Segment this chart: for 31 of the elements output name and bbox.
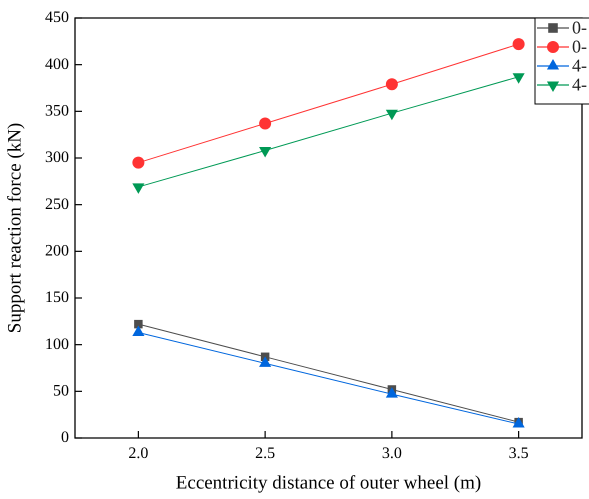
y-tick-label: 100 bbox=[45, 336, 69, 353]
y-tick-label: 300 bbox=[45, 149, 69, 166]
y-tick-label: 250 bbox=[45, 196, 69, 213]
x-tick-label: 3.5 bbox=[508, 444, 529, 462]
point bbox=[132, 156, 144, 169]
y-tick-label: 400 bbox=[45, 56, 69, 73]
point bbox=[386, 387, 398, 398]
point bbox=[386, 110, 398, 120]
point bbox=[132, 183, 144, 194]
y-tick-label: 350 bbox=[45, 102, 69, 120]
point bbox=[386, 78, 398, 90]
x-tick-label: 2.5 bbox=[255, 444, 276, 462]
point bbox=[512, 38, 525, 50]
y-tick-label: 150 bbox=[45, 289, 69, 306]
legend-label: 0- bbox=[572, 36, 587, 57]
x-axis-title: Eccentricity distance of outer wheel (m) bbox=[176, 472, 482, 494]
y-tick-label: 50 bbox=[53, 382, 69, 400]
legend-label: 0- bbox=[572, 18, 587, 38]
point bbox=[134, 320, 143, 328]
point bbox=[512, 73, 525, 84]
x-tick-label: 3.0 bbox=[382, 444, 402, 462]
point bbox=[132, 326, 144, 336]
y-tick-label: 200 bbox=[45, 242, 69, 260]
y-axis-title: Support reaction force (kN) bbox=[4, 122, 26, 334]
y-tick-label: 0 bbox=[61, 429, 69, 446]
legend-label: 4- bbox=[572, 56, 587, 76]
y-tick-label: 450 bbox=[45, 9, 69, 26]
legend-label: 4- bbox=[572, 74, 587, 95]
point bbox=[259, 356, 272, 367]
point bbox=[259, 117, 272, 130]
x-tick-label: 2.0 bbox=[128, 444, 148, 462]
